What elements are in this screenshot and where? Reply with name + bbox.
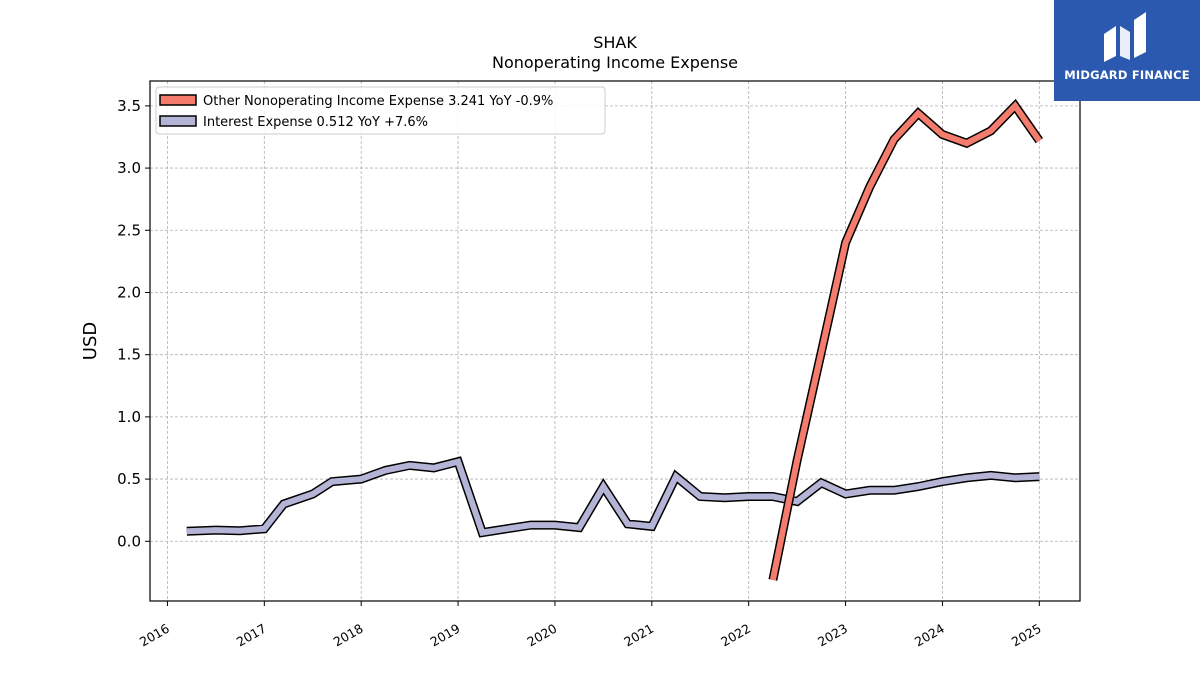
x-tick-label: 2019 <box>428 621 463 650</box>
logo-name: MIDGARD FINANCE <box>1064 68 1190 82</box>
x-tick-label: 2020 <box>524 621 559 650</box>
x-axis: 2016 2017 2018 2019 2020 2021 2022 2023 2024 2025 <box>137 601 1044 650</box>
legend-swatch <box>159 115 197 127</box>
chart-title: SHAK <box>593 33 637 52</box>
legend: Other Nonoperating Income Expense 3.241 … <box>155 86 606 135</box>
y-tick-label: 0.5 <box>117 470 141 488</box>
chart-subtitle: Nonoperating Income Expense <box>492 53 738 72</box>
y-axis-label: USD <box>80 322 101 360</box>
y-tick-label: 2.0 <box>117 283 141 301</box>
grid <box>150 81 1080 601</box>
x-tick-label: 2016 <box>137 621 172 650</box>
series-layer <box>186 98 1043 581</box>
x-tick-label: 2022 <box>718 621 753 650</box>
legend-label: Other Nonoperating Income Expense 3.241 … <box>203 94 553 109</box>
series-line-other-nonoperating-income-expense <box>769 101 1042 581</box>
y-tick-label: 3.0 <box>117 159 141 177</box>
x-tick-label: 2023 <box>815 621 850 650</box>
plot-frame <box>149 80 1081 602</box>
y-tick-label: 3.5 <box>117 97 141 115</box>
series-outline-other-nonoperating-income-expense <box>768 98 1043 581</box>
x-tick-label: 2017 <box>234 621 269 650</box>
y-axis: 0.0 0.5 1.0 1.5 2.0 2.5 3.0 3.5 <box>117 97 150 550</box>
legend-swatch <box>159 94 197 106</box>
legend-label: Interest Expense 0.512 YoY +7.6% <box>203 115 428 130</box>
y-tick-label: 2.5 <box>117 221 141 239</box>
x-tick-label: 2018 <box>331 621 366 650</box>
x-tick-label: 2024 <box>912 621 947 650</box>
y-tick-label: 1.5 <box>117 346 141 364</box>
x-tick-label: 2021 <box>621 621 656 650</box>
logo-mark-icon <box>1104 12 1146 62</box>
y-tick-label: 1.0 <box>117 408 141 426</box>
series-line-interest-expense <box>186 458 1040 536</box>
legend-box <box>155 86 606 135</box>
x-tick-label: 2025 <box>1009 621 1044 650</box>
y-tick-label: 0.0 <box>117 532 141 550</box>
brand-logo: MIDGARD FINANCE <box>1054 0 1200 101</box>
